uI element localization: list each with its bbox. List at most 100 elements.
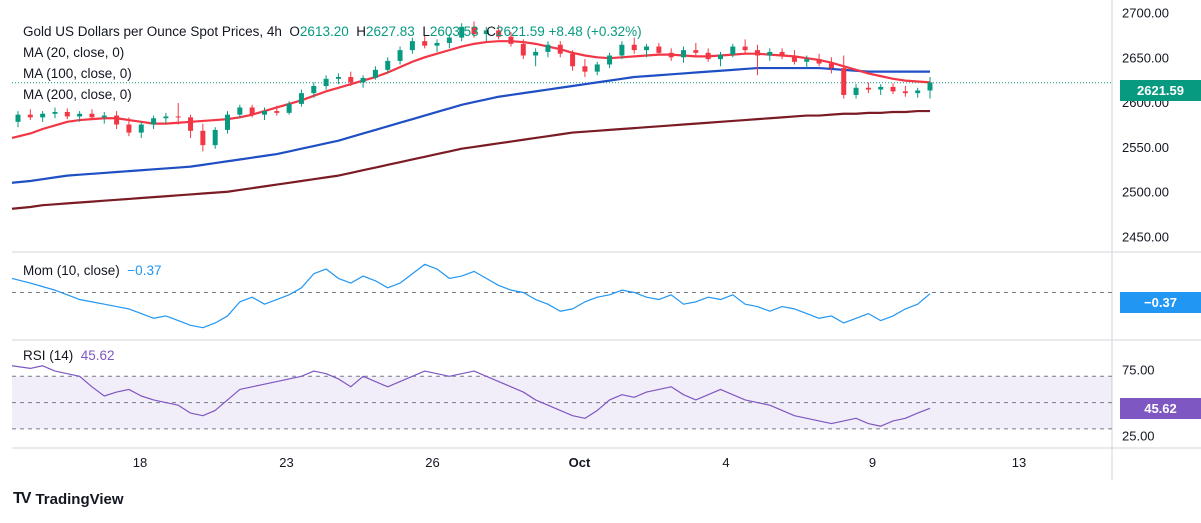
- candle: [409, 37, 415, 54]
- candle: [927, 77, 933, 99]
- candle-body: [705, 52, 711, 60]
- candle: [188, 114, 194, 138]
- candle-body: [890, 86, 896, 92]
- candle: [348, 71, 354, 86]
- candle: [816, 53, 822, 67]
- candle: [212, 127, 218, 149]
- candle-body: [434, 42, 440, 46]
- time-axis-tick: 4: [722, 455, 729, 470]
- candle: [323, 75, 329, 90]
- price-axis-tick: 2650.00: [1122, 50, 1169, 65]
- candle-body: [791, 56, 797, 62]
- candle: [52, 107, 58, 119]
- candle: [545, 41, 551, 58]
- time-axis-tick: 26: [425, 455, 439, 470]
- mom-label: Mom (10, close): [23, 263, 120, 278]
- time-axis-tick: 13: [1012, 455, 1026, 470]
- candle: [520, 39, 526, 60]
- candle: [730, 43, 736, 58]
- ma20-legend[interactable]: MA (20, close, 0): [23, 45, 125, 60]
- ma200-legend[interactable]: MA (200, close, 0): [23, 87, 132, 102]
- candle: [298, 89, 304, 107]
- price-axis-tick: 2550.00: [1122, 140, 1169, 155]
- candle-body: [126, 124, 132, 133]
- ma100-legend[interactable]: MA (100, close, 0): [23, 66, 132, 81]
- candle: [397, 46, 403, 65]
- candle-body: [508, 36, 514, 44]
- candle: [459, 23, 465, 42]
- candle-body: [397, 50, 403, 61]
- candle: [570, 50, 576, 71]
- candle-body: [372, 69, 378, 78]
- candle-body: [717, 54, 723, 60]
- candle-body: [681, 50, 687, 58]
- candle-body: [816, 59, 822, 64]
- open-value: O2613.20: [289, 24, 349, 39]
- candle: [705, 48, 711, 62]
- candle-body: [693, 50, 699, 53]
- tradingview-brand[interactable]: TV TradingView: [13, 490, 124, 508]
- candle-body: [151, 118, 157, 125]
- candle-body: [163, 116, 169, 119]
- candle: [890, 83, 896, 95]
- candle-body: [483, 30, 489, 34]
- candle-body: [767, 51, 773, 56]
- candle: [902, 85, 908, 97]
- tradingview-logo-icon: TV: [13, 490, 32, 507]
- candle: [594, 61, 600, 76]
- price-axis-tick: 2500.00: [1122, 185, 1169, 200]
- rsi-last-tag: 45.62: [1120, 398, 1201, 419]
- candle: [89, 109, 95, 121]
- candle-body: [828, 63, 834, 69]
- close-value: C2621.59: [486, 24, 545, 39]
- candle-body: [915, 90, 921, 94]
- candle: [754, 44, 760, 76]
- candle-body: [742, 46, 748, 51]
- candle-body: [422, 41, 428, 46]
- mom-value: −0.37: [127, 263, 162, 278]
- candle: [607, 52, 613, 69]
- candle: [261, 107, 267, 121]
- candle: [64, 108, 70, 120]
- candle: [619, 41, 625, 60]
- candle: [767, 48, 773, 61]
- candle: [175, 103, 181, 125]
- candle: [915, 87, 921, 98]
- candle-body: [27, 114, 33, 118]
- candle: [804, 55, 810, 69]
- candle-body: [335, 77, 341, 79]
- rsi-legend[interactable]: RSI (14) 45.62: [23, 348, 115, 363]
- candle-body: [360, 77, 366, 83]
- high-value: H2627.83: [356, 24, 415, 39]
- rsi-label: RSI (14): [23, 348, 74, 363]
- candle: [360, 75, 366, 88]
- candle-body: [225, 114, 231, 130]
- candle-body: [668, 52, 674, 58]
- ma200-line: [11, 109, 930, 210]
- candle: [15, 111, 21, 128]
- candle: [422, 35, 428, 49]
- rsi-line: [11, 365, 931, 427]
- candle: [385, 57, 391, 74]
- candle: [644, 43, 650, 58]
- candle-body: [619, 44, 625, 56]
- candle: [274, 105, 280, 116]
- candle: [286, 101, 292, 115]
- candle: [791, 50, 797, 65]
- candle: [77, 111, 83, 122]
- candle-body: [298, 93, 304, 104]
- candle: [249, 104, 255, 118]
- mom-legend[interactable]: Mom (10, close) −0.37: [23, 263, 161, 278]
- candle-body: [200, 130, 206, 146]
- candle: [372, 66, 378, 80]
- candle: [828, 57, 834, 74]
- candle-body: [89, 113, 95, 118]
- candle-body: [533, 51, 539, 56]
- candle: [446, 33, 452, 49]
- candle-body: [754, 50, 760, 56]
- candle-body: [927, 82, 933, 91]
- candle: [693, 42, 699, 58]
- candle-body: [607, 55, 613, 65]
- candle-body: [348, 77, 354, 83]
